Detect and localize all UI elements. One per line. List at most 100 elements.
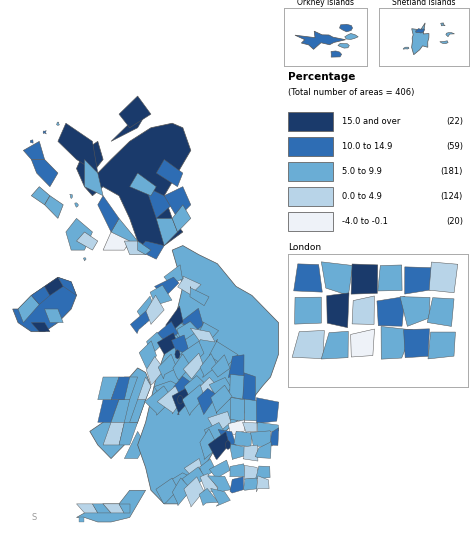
Polygon shape (156, 321, 178, 343)
Polygon shape (76, 490, 146, 522)
Polygon shape (345, 34, 358, 39)
Polygon shape (157, 386, 182, 414)
Polygon shape (197, 388, 217, 414)
Polygon shape (130, 173, 156, 196)
Polygon shape (172, 389, 191, 414)
Polygon shape (58, 278, 76, 295)
Polygon shape (352, 296, 374, 325)
Polygon shape (428, 332, 456, 359)
Polygon shape (440, 41, 448, 44)
Polygon shape (119, 96, 151, 128)
Polygon shape (79, 517, 84, 522)
Polygon shape (18, 295, 39, 322)
Text: (124): (124) (441, 192, 463, 201)
Polygon shape (137, 241, 164, 259)
Polygon shape (411, 23, 429, 55)
Polygon shape (183, 353, 203, 379)
Bar (288, 162, 333, 181)
Text: 5.0 to 9.9: 5.0 to 9.9 (342, 167, 382, 176)
Polygon shape (255, 442, 271, 458)
Polygon shape (92, 504, 111, 513)
Polygon shape (190, 287, 209, 306)
Polygon shape (119, 423, 137, 445)
Polygon shape (199, 322, 219, 341)
Polygon shape (255, 466, 270, 479)
Polygon shape (209, 339, 238, 367)
Text: (181): (181) (440, 167, 463, 176)
Polygon shape (378, 265, 402, 291)
Polygon shape (175, 350, 180, 359)
Text: (59): (59) (446, 142, 463, 151)
Polygon shape (56, 122, 59, 126)
Polygon shape (156, 478, 178, 504)
Polygon shape (244, 478, 258, 490)
Polygon shape (339, 24, 353, 32)
Polygon shape (103, 232, 130, 250)
Polygon shape (181, 341, 204, 367)
Polygon shape (294, 297, 321, 324)
Polygon shape (146, 332, 165, 355)
Polygon shape (243, 373, 255, 403)
Polygon shape (351, 264, 378, 294)
Polygon shape (31, 322, 50, 332)
Polygon shape (338, 43, 349, 48)
Polygon shape (58, 123, 98, 173)
Polygon shape (76, 123, 191, 250)
Polygon shape (154, 381, 179, 401)
Text: Percentage: Percentage (288, 72, 356, 82)
Polygon shape (75, 203, 78, 207)
Polygon shape (331, 51, 342, 57)
Polygon shape (250, 431, 273, 446)
Polygon shape (405, 267, 432, 294)
Polygon shape (174, 377, 192, 401)
Polygon shape (234, 431, 252, 447)
Polygon shape (257, 422, 279, 433)
Polygon shape (184, 458, 201, 477)
Polygon shape (31, 187, 50, 205)
Polygon shape (172, 473, 192, 490)
Text: S: S (31, 513, 36, 522)
Polygon shape (429, 262, 458, 293)
Polygon shape (199, 378, 218, 401)
Polygon shape (173, 354, 191, 380)
Text: 0.0 to 4.9: 0.0 to 4.9 (342, 192, 382, 201)
Polygon shape (181, 308, 203, 334)
Polygon shape (225, 440, 231, 450)
Polygon shape (204, 423, 225, 446)
Polygon shape (244, 465, 260, 479)
Polygon shape (377, 296, 405, 326)
Polygon shape (119, 504, 130, 513)
Polygon shape (199, 489, 219, 505)
Polygon shape (211, 385, 232, 413)
Polygon shape (157, 333, 178, 355)
Polygon shape (208, 476, 231, 492)
Polygon shape (294, 264, 322, 292)
Polygon shape (111, 377, 130, 400)
Polygon shape (244, 399, 259, 421)
Polygon shape (208, 432, 229, 460)
Polygon shape (30, 140, 33, 143)
Polygon shape (292, 331, 324, 359)
Polygon shape (321, 331, 348, 359)
Polygon shape (90, 368, 151, 459)
Polygon shape (31, 160, 58, 187)
Polygon shape (184, 477, 204, 507)
Polygon shape (76, 504, 98, 513)
Text: (Total number of areas = 406): (Total number of areas = 406) (288, 88, 415, 97)
Polygon shape (156, 160, 183, 187)
Polygon shape (208, 412, 231, 434)
Polygon shape (230, 464, 246, 477)
Polygon shape (427, 298, 454, 326)
Polygon shape (70, 194, 73, 199)
Title: Shetland Islands: Shetland Islands (392, 0, 456, 7)
Polygon shape (130, 310, 150, 334)
Text: 10.0 to 14.9: 10.0 to 14.9 (342, 142, 392, 151)
Polygon shape (119, 377, 137, 400)
Polygon shape (243, 423, 257, 433)
Polygon shape (178, 276, 201, 295)
Polygon shape (124, 431, 146, 459)
Polygon shape (200, 354, 218, 378)
Polygon shape (440, 23, 445, 26)
Bar (288, 187, 333, 206)
Polygon shape (184, 375, 204, 403)
